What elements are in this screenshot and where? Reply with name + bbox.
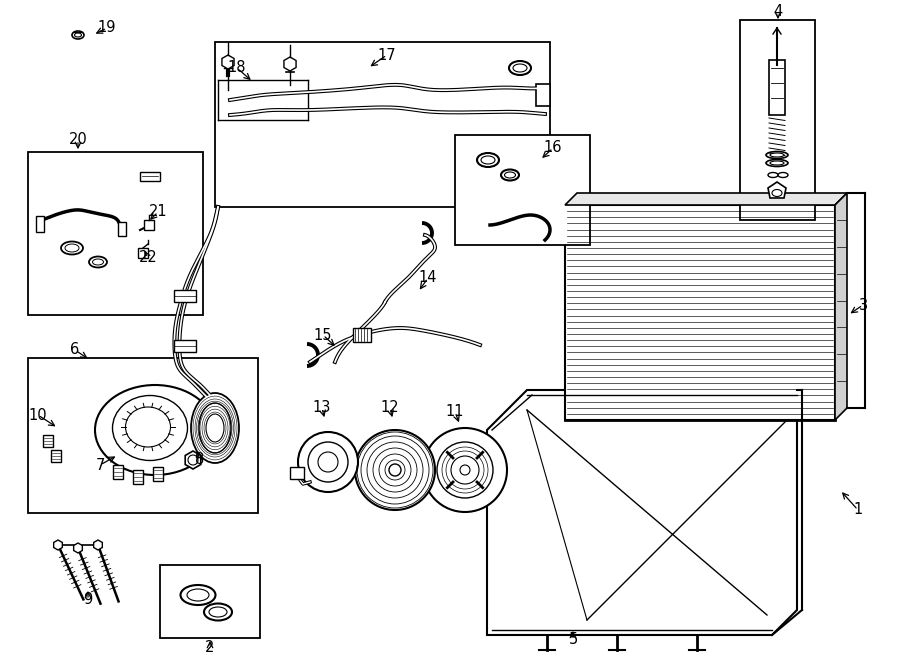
Ellipse shape	[199, 403, 231, 453]
Text: 17: 17	[378, 48, 396, 63]
Bar	[215, 42, 550, 207]
Bar	[138, 248, 148, 258]
Ellipse shape	[95, 385, 215, 475]
Text: 5: 5	[569, 633, 578, 648]
Ellipse shape	[112, 395, 187, 461]
Circle shape	[460, 465, 470, 475]
Text: 16: 16	[544, 141, 562, 155]
Bar	[144, 220, 154, 230]
Ellipse shape	[206, 414, 224, 442]
Text: 1: 1	[853, 502, 862, 518]
Ellipse shape	[766, 159, 788, 167]
Polygon shape	[835, 193, 847, 420]
Text: 8: 8	[195, 453, 204, 467]
Circle shape	[308, 442, 348, 482]
Circle shape	[389, 464, 401, 476]
Bar	[769, 60, 785, 115]
Bar	[455, 135, 590, 245]
Bar	[353, 328, 371, 342]
Bar	[536, 84, 550, 106]
Bar	[140, 172, 160, 181]
Bar	[174, 290, 196, 302]
Bar	[218, 80, 308, 120]
Bar	[28, 152, 203, 315]
Ellipse shape	[501, 169, 519, 180]
Bar	[565, 205, 835, 420]
Text: 6: 6	[70, 342, 79, 358]
Ellipse shape	[768, 173, 778, 178]
Text: 22: 22	[139, 251, 158, 266]
Ellipse shape	[209, 607, 227, 617]
Ellipse shape	[513, 64, 527, 72]
Ellipse shape	[505, 172, 516, 178]
Bar	[28, 358, 258, 513]
Text: 2: 2	[205, 641, 215, 656]
Text: 10: 10	[29, 407, 48, 422]
Ellipse shape	[181, 585, 215, 605]
Text: 20: 20	[68, 132, 87, 147]
Bar	[160, 565, 260, 638]
Bar	[36, 216, 44, 232]
Circle shape	[451, 456, 479, 484]
Ellipse shape	[772, 190, 782, 196]
Text: 21: 21	[148, 204, 167, 219]
Text: 4: 4	[773, 5, 783, 20]
Ellipse shape	[191, 393, 239, 463]
Polygon shape	[487, 390, 797, 635]
Ellipse shape	[204, 603, 232, 621]
Bar	[133, 470, 143, 484]
Ellipse shape	[770, 161, 784, 165]
Circle shape	[355, 430, 435, 510]
Ellipse shape	[61, 241, 83, 254]
Text: 11: 11	[446, 405, 464, 420]
Circle shape	[318, 452, 338, 472]
Text: 15: 15	[314, 327, 332, 342]
Bar	[51, 450, 61, 462]
Bar	[290, 467, 304, 479]
Text: 3: 3	[859, 297, 868, 313]
Text: 9: 9	[84, 592, 93, 607]
Text: 7: 7	[95, 457, 104, 473]
Ellipse shape	[509, 61, 531, 75]
Bar	[153, 467, 163, 481]
Text: 19: 19	[98, 20, 116, 36]
Text: 14: 14	[418, 270, 437, 286]
Ellipse shape	[477, 153, 499, 167]
Ellipse shape	[125, 407, 170, 447]
Ellipse shape	[89, 256, 107, 268]
Polygon shape	[768, 182, 786, 198]
Ellipse shape	[65, 244, 79, 252]
Text: 12: 12	[381, 401, 400, 416]
Polygon shape	[565, 193, 847, 205]
Text: 13: 13	[313, 401, 331, 416]
Ellipse shape	[187, 589, 209, 601]
Bar	[113, 465, 123, 479]
Bar	[174, 340, 196, 352]
Ellipse shape	[72, 31, 84, 39]
Bar	[118, 222, 126, 236]
Circle shape	[437, 442, 493, 498]
Ellipse shape	[93, 259, 104, 265]
Ellipse shape	[481, 156, 495, 164]
Bar	[43, 435, 53, 447]
Circle shape	[423, 428, 507, 512]
Ellipse shape	[766, 151, 788, 159]
Ellipse shape	[75, 33, 82, 37]
Ellipse shape	[778, 173, 788, 178]
Ellipse shape	[770, 153, 784, 157]
Text: 18: 18	[228, 61, 247, 75]
Circle shape	[298, 432, 358, 492]
Circle shape	[188, 455, 198, 465]
Bar	[740, 20, 815, 220]
